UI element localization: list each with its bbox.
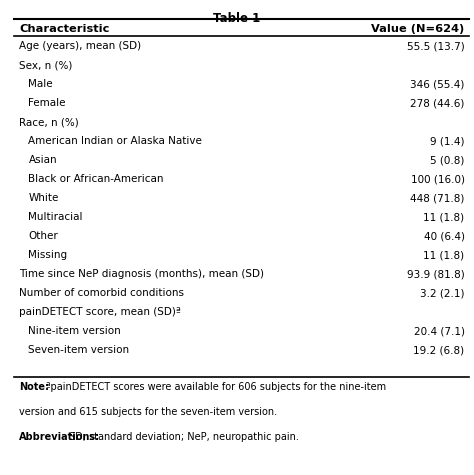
Text: Abbreviations:: Abbreviations: — [19, 432, 100, 442]
Text: Table 1: Table 1 — [213, 12, 261, 25]
Text: American Indian or Alaska Native: American Indian or Alaska Native — [28, 136, 202, 146]
Text: Seven-item version: Seven-item version — [28, 345, 129, 355]
Text: 278 (44.6): 278 (44.6) — [410, 98, 465, 108]
Text: ªpainDETECT scores were available for 606 subjects for the nine-item: ªpainDETECT scores were available for 60… — [46, 382, 387, 392]
Text: 11 (1.8): 11 (1.8) — [423, 250, 465, 260]
Text: Value (N=624): Value (N=624) — [371, 24, 465, 34]
Text: 93.9 (81.8): 93.9 (81.8) — [407, 269, 465, 279]
Text: Nine-item version: Nine-item version — [28, 326, 121, 336]
Text: Age (years), mean (SD): Age (years), mean (SD) — [19, 41, 141, 51]
Text: 9 (1.4): 9 (1.4) — [430, 136, 465, 146]
Text: Male: Male — [28, 79, 53, 89]
Text: SD, standard deviation; NeP, neuropathic pain.: SD, standard deviation; NeP, neuropathic… — [69, 432, 299, 442]
Text: 11 (1.8): 11 (1.8) — [423, 212, 465, 222]
Text: 20.4 (7.1): 20.4 (7.1) — [413, 326, 465, 336]
Text: Characteristic: Characteristic — [19, 24, 109, 34]
Text: Asian: Asian — [28, 155, 57, 165]
Text: 5 (0.8): 5 (0.8) — [430, 155, 465, 165]
Text: 448 (71.8): 448 (71.8) — [410, 193, 465, 203]
Text: Female: Female — [28, 98, 66, 108]
Text: Missing: Missing — [28, 250, 68, 260]
Text: 346 (55.4): 346 (55.4) — [410, 79, 465, 89]
Text: Sex, n (%): Sex, n (%) — [19, 60, 73, 70]
Text: Note:: Note: — [19, 382, 49, 392]
Text: Multiracial: Multiracial — [28, 212, 83, 222]
Text: painDETECT score, mean (SD)ª: painDETECT score, mean (SD)ª — [19, 307, 181, 317]
Text: White: White — [28, 193, 59, 203]
Text: Other: Other — [28, 231, 58, 241]
Text: Race, n (%): Race, n (%) — [19, 117, 79, 127]
Text: version and 615 subjects for the seven-item version.: version and 615 subjects for the seven-i… — [19, 407, 277, 417]
Text: Time since NeP diagnosis (months), mean (SD): Time since NeP diagnosis (months), mean … — [19, 269, 264, 279]
Text: Number of comorbid conditions: Number of comorbid conditions — [19, 288, 184, 298]
Text: 55.5 (13.7): 55.5 (13.7) — [407, 41, 465, 51]
Text: 40 (6.4): 40 (6.4) — [424, 231, 465, 241]
Text: 19.2 (6.8): 19.2 (6.8) — [413, 345, 465, 355]
Text: Black or African-American: Black or African-American — [28, 174, 164, 184]
Text: 100 (16.0): 100 (16.0) — [410, 174, 465, 184]
Text: 3.2 (2.1): 3.2 (2.1) — [420, 288, 465, 298]
